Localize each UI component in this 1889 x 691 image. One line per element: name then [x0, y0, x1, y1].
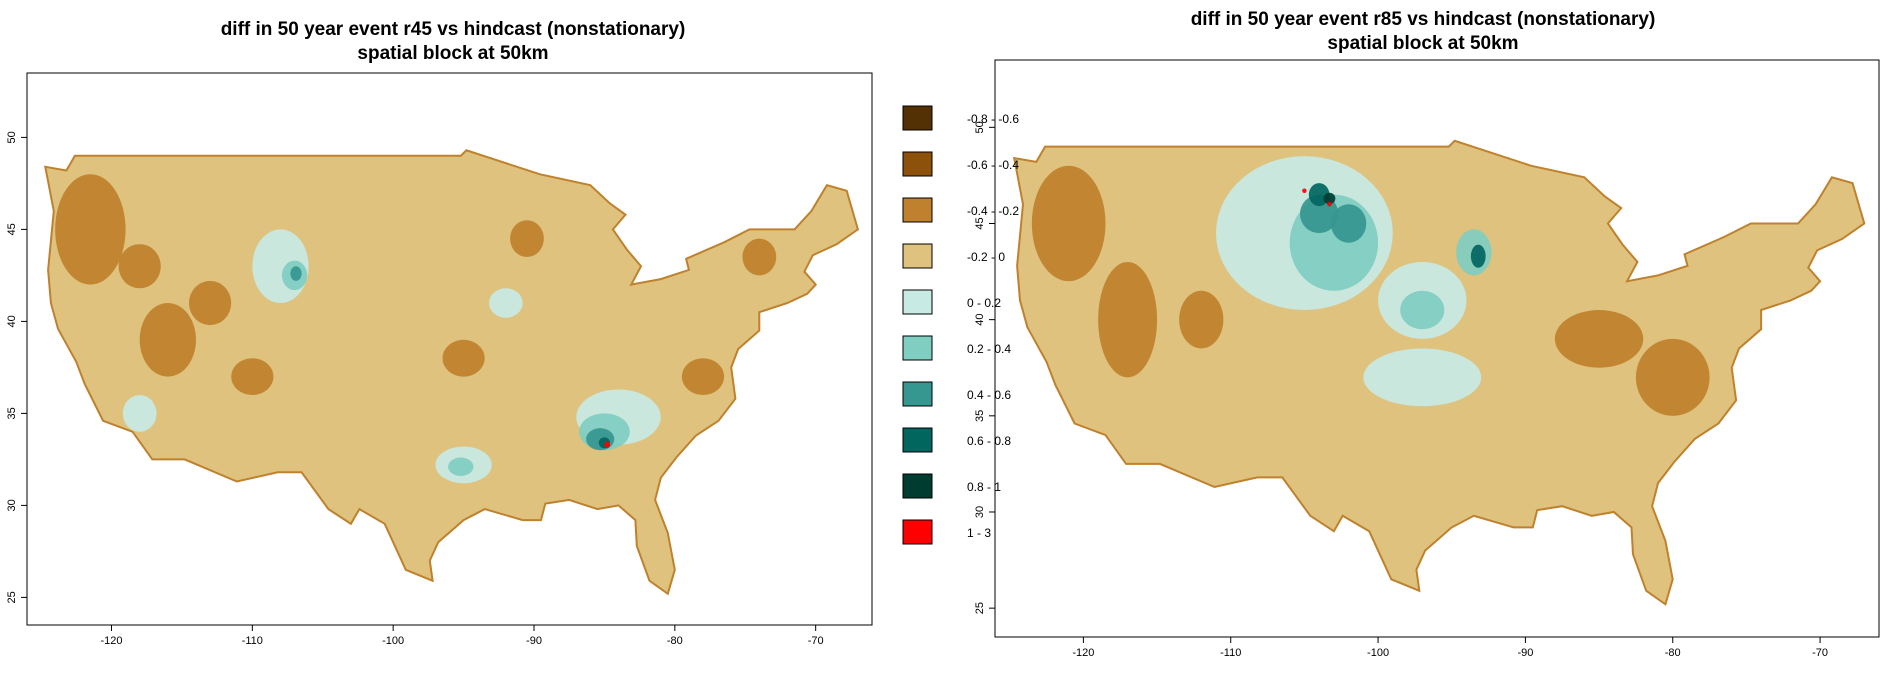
value-patch	[448, 457, 474, 476]
value-patch	[1363, 348, 1482, 407]
x-tick-label: -100	[1367, 647, 1389, 659]
legend-label: 0.6 - 0.8	[967, 434, 1011, 448]
legend-swatch	[902, 427, 933, 453]
x-tick-label: -80	[667, 635, 683, 647]
y-tick-label: 40	[974, 314, 986, 326]
map-title-right: diff in 50 year event r85 vs hindcast (n…	[985, 8, 1861, 56]
value-patch	[1470, 244, 1486, 268]
y-tick-label: 35	[6, 407, 18, 419]
map-title-right-line1: diff in 50 year event r85 vs hindcast (n…	[1190, 9, 1656, 30]
value-patch	[1400, 290, 1445, 330]
legend-swatch	[902, 335, 933, 361]
x-tick-label: -120	[100, 635, 122, 647]
map-right: -120 -110 -100 -90 -80 -70 25 30 35 40 45 50	[974, 59, 1880, 659]
value-patches-left	[55, 174, 777, 484]
value-patch	[442, 339, 485, 377]
y-tick-label: 50	[974, 121, 986, 133]
value-patch	[231, 358, 274, 395]
legend-label: 0.2 - 0.4	[967, 342, 1011, 356]
value-patch	[1179, 290, 1224, 349]
value-patch	[290, 266, 302, 281]
axes-right: -120 -110 -100 -90 -80 -70 25 30 35 40 45 50	[974, 121, 1828, 659]
value-patch	[122, 395, 157, 432]
map-title-left: diff in 50 year event r45 vs hindcast (n…	[15, 18, 891, 66]
legend-swatch	[902, 243, 933, 269]
y-tick-label: 45	[6, 223, 18, 235]
legend-label: 1 - 3	[967, 526, 991, 540]
value-patches-right	[1031, 156, 1710, 416]
value-patch	[1635, 338, 1710, 416]
x-tick-label: -70	[1812, 647, 1828, 659]
legend-label: 0 - 0.2	[967, 296, 1001, 310]
map-left: -120 -110 -100 -90 -80 -70 25 30 35 40 45 50	[6, 72, 873, 647]
value-patch	[1098, 261, 1158, 378]
legend-swatch	[902, 105, 933, 131]
value-patch	[1554, 310, 1644, 368]
y-tick-label: 50	[6, 131, 18, 143]
y-tick-label: 35	[974, 410, 986, 422]
value-patch	[1330, 204, 1367, 243]
legend-label: -0.8 - -0.6	[967, 112, 1019, 126]
legend-label: -0.2 - 0	[967, 250, 1005, 264]
value-patch	[55, 174, 126, 285]
legend-swatch	[902, 197, 933, 223]
legend-swatch	[902, 381, 933, 407]
legend: -0.8 - -0.6 -0.6 - -0.4 -0.4 - -0.2 -0.2 - …	[902, 105, 1019, 545]
x-tick-label: -80	[1665, 647, 1681, 659]
y-tick-label: 30	[974, 506, 986, 518]
x-tick-label: -110	[242, 635, 263, 647]
legend-label: 0.4 - 0.6	[967, 388, 1011, 402]
x-tick-label: -90	[526, 635, 542, 647]
x-tick-label: -120	[1072, 647, 1094, 659]
value-patch	[1327, 201, 1332, 207]
value-patch	[510, 220, 544, 257]
plot-frame-right	[994, 59, 1880, 638]
axes-left: -120 -110 -100 -90 -80 -70 25 30 35 40 45 50	[6, 131, 824, 647]
legend-swatch	[902, 519, 933, 545]
legend-label: -0.6 - -0.4	[967, 158, 1019, 172]
x-tick-label: -110	[1220, 647, 1241, 659]
value-patch	[118, 244, 161, 289]
legend-label: 0.8 - 1	[967, 480, 1001, 494]
y-tick-label: 25	[6, 591, 18, 603]
value-patch	[1031, 165, 1106, 282]
x-tick-label: -90	[1517, 647, 1533, 659]
value-patch	[1302, 188, 1307, 194]
plot-frame-left	[26, 72, 873, 626]
x-tick-label: -100	[382, 635, 404, 647]
value-patch	[586, 428, 615, 451]
y-tick-label: 40	[6, 315, 18, 327]
map-title-left-line1: diff in 50 year event r45 vs hindcast (n…	[220, 19, 686, 40]
legend-swatch	[902, 473, 933, 499]
value-patch	[488, 288, 523, 318]
value-patch	[139, 303, 196, 377]
map-title-right-line2: spatial block at 50km	[1327, 33, 1519, 54]
map-title-left-line2: spatial block at 50km	[357, 43, 549, 64]
y-tick-label: 25	[974, 602, 986, 614]
y-tick-label: 30	[6, 499, 18, 511]
value-patch	[188, 280, 232, 326]
y-tick-label: 45	[974, 217, 986, 229]
value-patch	[742, 238, 777, 276]
x-tick-label: -70	[808, 635, 824, 647]
legend-swatch	[902, 151, 933, 177]
legend-swatch	[902, 289, 933, 315]
value-patch	[681, 358, 725, 395]
value-patch	[1323, 192, 1336, 205]
value-patch	[604, 441, 611, 448]
legend-label: -0.4 - -0.2	[967, 204, 1019, 218]
